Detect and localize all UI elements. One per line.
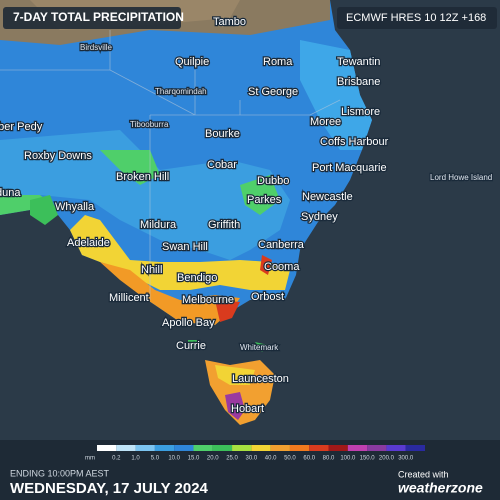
legend-swatch (116, 445, 136, 451)
place-label: Parkes (247, 194, 282, 206)
legend-tick: 40.0 (265, 456, 277, 462)
legend-swatch (289, 445, 310, 451)
date: WEDNESDAY, 17 JULY 2024 (10, 480, 209, 497)
place-label: Roma (263, 56, 293, 68)
place-label: Whitemark (240, 343, 279, 352)
legend-swatch (309, 445, 329, 451)
place-label: Mildura (140, 219, 177, 231)
legend: 0.2 1.0 5.0 10.0 15.0 20.0 25.0 30.0 40.0 50.0 60.… (85, 445, 425, 462)
place-label: Tibooburra (130, 120, 169, 129)
place-label: St George (248, 86, 298, 98)
legend-swatch (328, 445, 348, 451)
legend-swatch (405, 445, 425, 451)
model-box (337, 7, 497, 29)
place-label: Lord Howe Island (430, 173, 492, 182)
place-label: Cobar (207, 159, 237, 171)
place-label: Moree (310, 116, 341, 128)
place-label: Adelaide (67, 237, 110, 249)
place-label: Melbourne (182, 294, 234, 306)
legend-tick: 25.0 (226, 456, 238, 462)
place-label: Nhill (141, 264, 162, 276)
legend-swatch (386, 445, 406, 451)
legend-swatch (251, 445, 271, 451)
legend-tick: 1.0 (131, 456, 140, 462)
legend-tick: 60.0 (303, 456, 315, 462)
legend-swatch (367, 445, 387, 451)
legend-swatch (154, 445, 175, 451)
legend-tick: 20.0 (207, 456, 219, 462)
place-label: Cooma (264, 261, 300, 273)
place-label: Swan Hill (162, 241, 208, 253)
legend-tick: 80.0 (323, 456, 335, 462)
place-label: Birdsville (80, 43, 113, 52)
place-label: Ceduna (0, 187, 21, 199)
legend-swatch (193, 445, 213, 451)
legend-tick: 150.0 (360, 456, 376, 462)
place-label: Port Macquarie (312, 162, 387, 174)
legend-swatch (135, 445, 155, 451)
islands (188, 340, 268, 352)
place-label: Griffith (208, 219, 240, 231)
eyre (30, 195, 58, 225)
legend-swatch (97, 445, 117, 451)
borders (0, 30, 341, 300)
legend-tick: 200.0 (379, 456, 395, 462)
place-label: Dubbo (257, 175, 289, 187)
tas-heavy (225, 392, 245, 420)
legend-tick: 30.0 (246, 456, 258, 462)
places: Tambo Birdsville Quilpie Roma Tewantin Brisba… (0, 15, 494, 417)
title: 7-DAY TOTAL PRECIPITATION (13, 10, 184, 24)
place-label: Canberra (258, 239, 305, 251)
place-label: Coffs Harbour (320, 136, 389, 148)
legend-swatch (347, 445, 368, 451)
ending: ENDING 10:00PM AEST (10, 468, 110, 478)
place-label: Broken Hill (116, 171, 169, 183)
legend-tick: 15.0 (188, 456, 200, 462)
model: ECMWF HRES 10 12Z +168 (346, 12, 486, 24)
legend-unit: mm (85, 456, 95, 462)
legend-swatch (232, 445, 252, 451)
legend-tick: 50.0 (284, 456, 296, 462)
place-label: Orbost (251, 291, 284, 303)
place-label: Whyalla (55, 201, 95, 213)
inland-rain (0, 130, 290, 260)
place-label: Bourke (205, 128, 240, 140)
red-patches (215, 255, 272, 322)
yellow-band (70, 215, 290, 290)
place-label: Roxby Downs (24, 150, 92, 162)
east-coast (300, 40, 372, 150)
place-label: Hobart (231, 403, 264, 415)
green-patches (0, 150, 280, 215)
place-label: Tewantin (337, 56, 380, 68)
place-label: Quilpie (175, 56, 209, 68)
legend-tick: 100.0 (340, 456, 356, 462)
brand: weatherzone (398, 480, 483, 496)
legend-swatch (270, 445, 290, 451)
legend-tick: 5.0 (151, 456, 160, 462)
orange-band (100, 262, 240, 325)
place-label: Brisbane (337, 76, 380, 88)
place-label: Sydney (301, 211, 338, 223)
place-label: Currie (176, 340, 206, 352)
legend-tick: 10.0 (168, 456, 180, 462)
legend-swatch (174, 445, 194, 451)
legend-tick: 0.2 (112, 456, 121, 462)
place-label: Tambo (213, 16, 246, 28)
place-label: Newcastle (302, 191, 353, 203)
place-label: Bendigo (177, 272, 217, 284)
place-label: Millicent (109, 292, 149, 304)
tas-north (215, 365, 255, 385)
title-box (3, 7, 181, 29)
created: Created with (398, 469, 449, 479)
place-label: Launceston (232, 373, 289, 385)
place-label: Apollo Bay (162, 317, 215, 329)
place-label: Coober Pedy (0, 121, 43, 133)
legend-swatch (212, 445, 233, 451)
place-label: Tharqomindah (155, 87, 207, 96)
place-label: Lismore (341, 106, 380, 118)
legend-tick: 300.0 (398, 456, 414, 462)
